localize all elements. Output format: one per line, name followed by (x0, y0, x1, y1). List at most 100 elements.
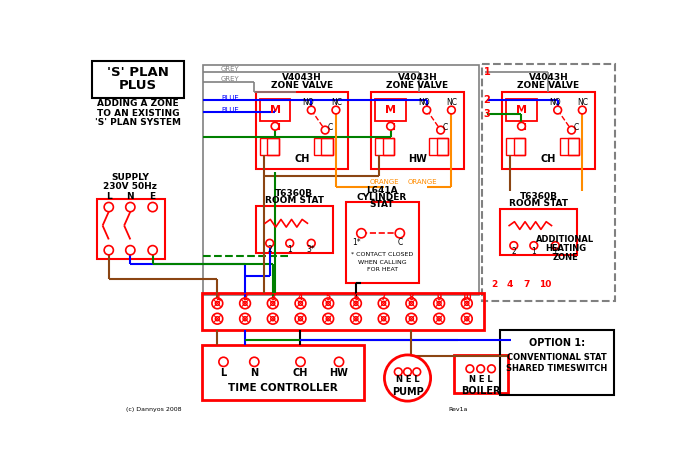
Circle shape (296, 357, 305, 366)
Text: 230V 50Hz: 230V 50Hz (104, 182, 157, 191)
Text: ZONE VALVE: ZONE VALVE (518, 81, 580, 90)
Text: L: L (220, 368, 226, 378)
Text: M: M (385, 105, 396, 115)
Text: CH: CH (541, 154, 556, 164)
Text: GREY: GREY (221, 66, 240, 72)
Text: NC: NC (331, 98, 342, 107)
Circle shape (215, 301, 219, 306)
Bar (514, 138, 525, 155)
Text: PUMP: PUMP (392, 387, 424, 397)
Circle shape (268, 314, 278, 324)
Circle shape (568, 126, 575, 134)
Text: ZONE: ZONE (553, 253, 578, 263)
Bar (375, 99, 406, 121)
Circle shape (409, 317, 413, 321)
Bar (268, 138, 279, 155)
Circle shape (434, 314, 444, 324)
Text: TIME CONTROLLER: TIME CONTROLLER (228, 383, 337, 393)
Circle shape (518, 122, 525, 130)
Text: 7: 7 (524, 279, 530, 289)
Circle shape (462, 314, 472, 324)
Circle shape (126, 203, 135, 212)
Circle shape (148, 203, 157, 212)
Circle shape (326, 301, 331, 306)
Circle shape (551, 242, 559, 249)
Circle shape (354, 317, 358, 321)
Circle shape (270, 317, 275, 321)
Text: HW: HW (330, 368, 348, 378)
Bar (454, 355, 508, 394)
Circle shape (295, 298, 306, 309)
Circle shape (448, 106, 455, 114)
Bar (437, 138, 448, 155)
Bar (259, 99, 290, 121)
Text: C: C (397, 238, 402, 247)
Text: 'S' PLAN SYSTEM: 'S' PLAN SYSTEM (95, 118, 181, 127)
Circle shape (326, 317, 331, 321)
Circle shape (530, 242, 538, 249)
Text: NO: NO (549, 98, 560, 107)
Text: N E L: N E L (395, 375, 420, 384)
Text: BLUE: BLUE (221, 95, 239, 101)
Text: 7: 7 (381, 293, 386, 302)
Text: NC: NC (446, 98, 457, 107)
Text: GREY: GREY (221, 76, 240, 82)
Bar (322, 138, 333, 155)
Circle shape (335, 357, 344, 366)
Text: 2: 2 (491, 279, 497, 289)
Bar (383, 138, 395, 155)
Bar (204, 66, 479, 295)
Circle shape (323, 314, 333, 324)
Text: BOILER: BOILER (461, 386, 500, 396)
Circle shape (510, 242, 518, 249)
Text: V4043H: V4043H (282, 73, 322, 82)
Circle shape (308, 106, 315, 114)
Circle shape (378, 314, 389, 324)
Circle shape (295, 314, 306, 324)
Bar (568, 138, 579, 155)
Text: STAT: STAT (370, 200, 395, 209)
Circle shape (395, 368, 402, 376)
Text: 4: 4 (506, 279, 513, 289)
Circle shape (413, 368, 421, 376)
Bar (92, 61, 184, 98)
Text: T6360B: T6360B (520, 192, 558, 201)
Circle shape (104, 246, 113, 255)
Text: ROOM STAT: ROOM STAT (509, 199, 568, 208)
Circle shape (406, 298, 417, 309)
Text: ZONE VALVE: ZONE VALVE (386, 81, 448, 90)
Text: C: C (573, 123, 579, 132)
Text: 2: 2 (242, 293, 248, 302)
Circle shape (332, 106, 339, 114)
Text: L641A: L641A (366, 186, 398, 195)
Text: 2: 2 (267, 245, 272, 254)
Circle shape (250, 357, 259, 366)
Text: PLUS: PLUS (119, 79, 157, 92)
Circle shape (243, 301, 247, 306)
Bar (506, 99, 537, 121)
Circle shape (386, 122, 395, 130)
Circle shape (299, 317, 302, 321)
Text: NO: NO (302, 98, 314, 107)
Bar (500, 329, 614, 395)
Text: 10: 10 (539, 279, 551, 289)
Text: 10: 10 (462, 293, 472, 302)
Bar (560, 138, 579, 155)
Text: 3: 3 (484, 109, 490, 119)
Text: ORANGE: ORANGE (370, 179, 400, 185)
Circle shape (323, 298, 333, 309)
Circle shape (382, 301, 386, 306)
Circle shape (465, 301, 469, 306)
Circle shape (488, 365, 495, 373)
Text: * CONTACT CLOSED: * CONTACT CLOSED (351, 252, 413, 257)
Circle shape (266, 240, 273, 247)
Bar (97, 199, 165, 259)
Text: WHEN CALLING: WHEN CALLING (358, 260, 406, 265)
Circle shape (382, 317, 386, 321)
Circle shape (270, 301, 275, 306)
Text: NC: NC (578, 98, 589, 107)
Text: CONVENTIONAL STAT: CONVENTIONAL STAT (507, 353, 607, 362)
Circle shape (243, 317, 247, 321)
Text: N: N (126, 192, 134, 201)
Circle shape (554, 106, 562, 114)
